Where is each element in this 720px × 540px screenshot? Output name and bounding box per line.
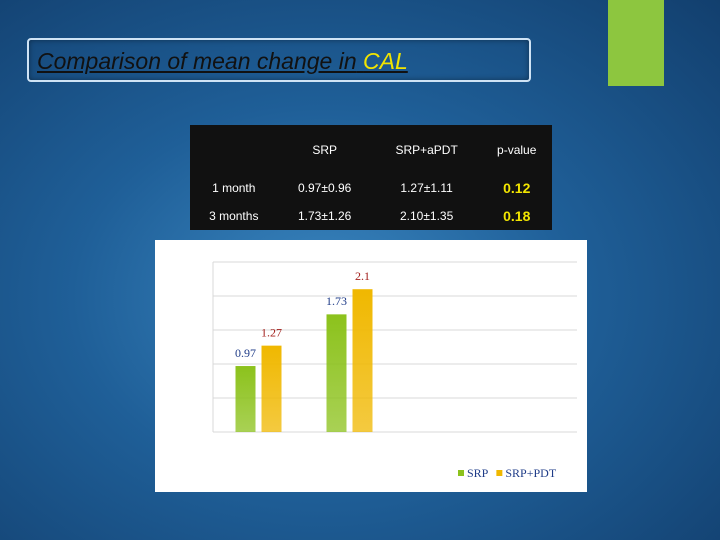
cell: 0.18 xyxy=(503,208,531,224)
table-row: 1 month 0.97±0.96 1.27±1.11 0.12 xyxy=(190,174,552,202)
table-body: 1 month 0.97±0.96 1.27±1.11 0.12 3 months 1.7… xyxy=(190,174,552,230)
title-box: Comparison of mean change in CAL xyxy=(27,38,531,82)
data-label: 2.1 xyxy=(355,269,370,283)
results-table: SRP SRP+aPDT p-value 1 month 0.97±0.96 1.27±… xyxy=(190,125,552,230)
bar xyxy=(235,366,256,432)
cell: 1.73±1.26 xyxy=(298,209,352,223)
bar xyxy=(326,314,347,432)
data-label: 1.27 xyxy=(261,325,282,339)
data-label: 1.73 xyxy=(326,294,347,308)
corner-cell xyxy=(190,125,278,174)
legend-label: SRP+PDT xyxy=(505,466,556,480)
slide-title: Comparison of mean change in CAL xyxy=(37,48,408,75)
bar xyxy=(352,289,373,432)
chart: 0.97 1.73 1.27 2.1 SRP SRP+PDT xyxy=(155,240,587,492)
accent-block xyxy=(608,0,664,86)
column-header: SRP+aPDT xyxy=(395,142,458,157)
legend-swatch xyxy=(458,470,464,476)
cell: 0.12 xyxy=(503,180,531,196)
data-label: 0.97 xyxy=(235,346,256,360)
cell: 1.27±1.11 xyxy=(400,181,453,195)
bar xyxy=(261,345,282,432)
legend-label: SRP xyxy=(467,466,489,480)
legend-swatch xyxy=(496,470,503,476)
column-header: SRP xyxy=(312,142,337,157)
table-header: SRP SRP+aPDT p-value xyxy=(190,125,552,174)
table-row: 3 months 1.73±1.26 2.10±1.35 0.18 xyxy=(190,202,552,230)
cell: 2.10±1.35 xyxy=(399,209,454,223)
row-label: 3 months xyxy=(209,209,259,223)
column-header: p-value xyxy=(497,142,537,157)
title-text: Comparison of mean change in xyxy=(37,48,357,74)
row-label: 1 month xyxy=(212,181,256,195)
cell: 0.97±0.96 xyxy=(298,181,352,195)
title-highlight: CAL xyxy=(363,48,408,74)
